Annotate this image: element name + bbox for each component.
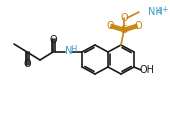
Text: NH: NH bbox=[148, 7, 163, 17]
Text: S: S bbox=[120, 25, 128, 35]
Text: O: O bbox=[106, 21, 114, 31]
Text: 4: 4 bbox=[157, 7, 162, 16]
Text: H: H bbox=[70, 45, 76, 53]
Text: O: O bbox=[120, 13, 128, 23]
Text: O: O bbox=[134, 21, 142, 31]
Text: OH: OH bbox=[140, 65, 155, 75]
Text: O: O bbox=[23, 59, 31, 69]
Text: N: N bbox=[65, 46, 73, 56]
Text: +: + bbox=[161, 4, 167, 14]
Text: O: O bbox=[49, 35, 57, 45]
